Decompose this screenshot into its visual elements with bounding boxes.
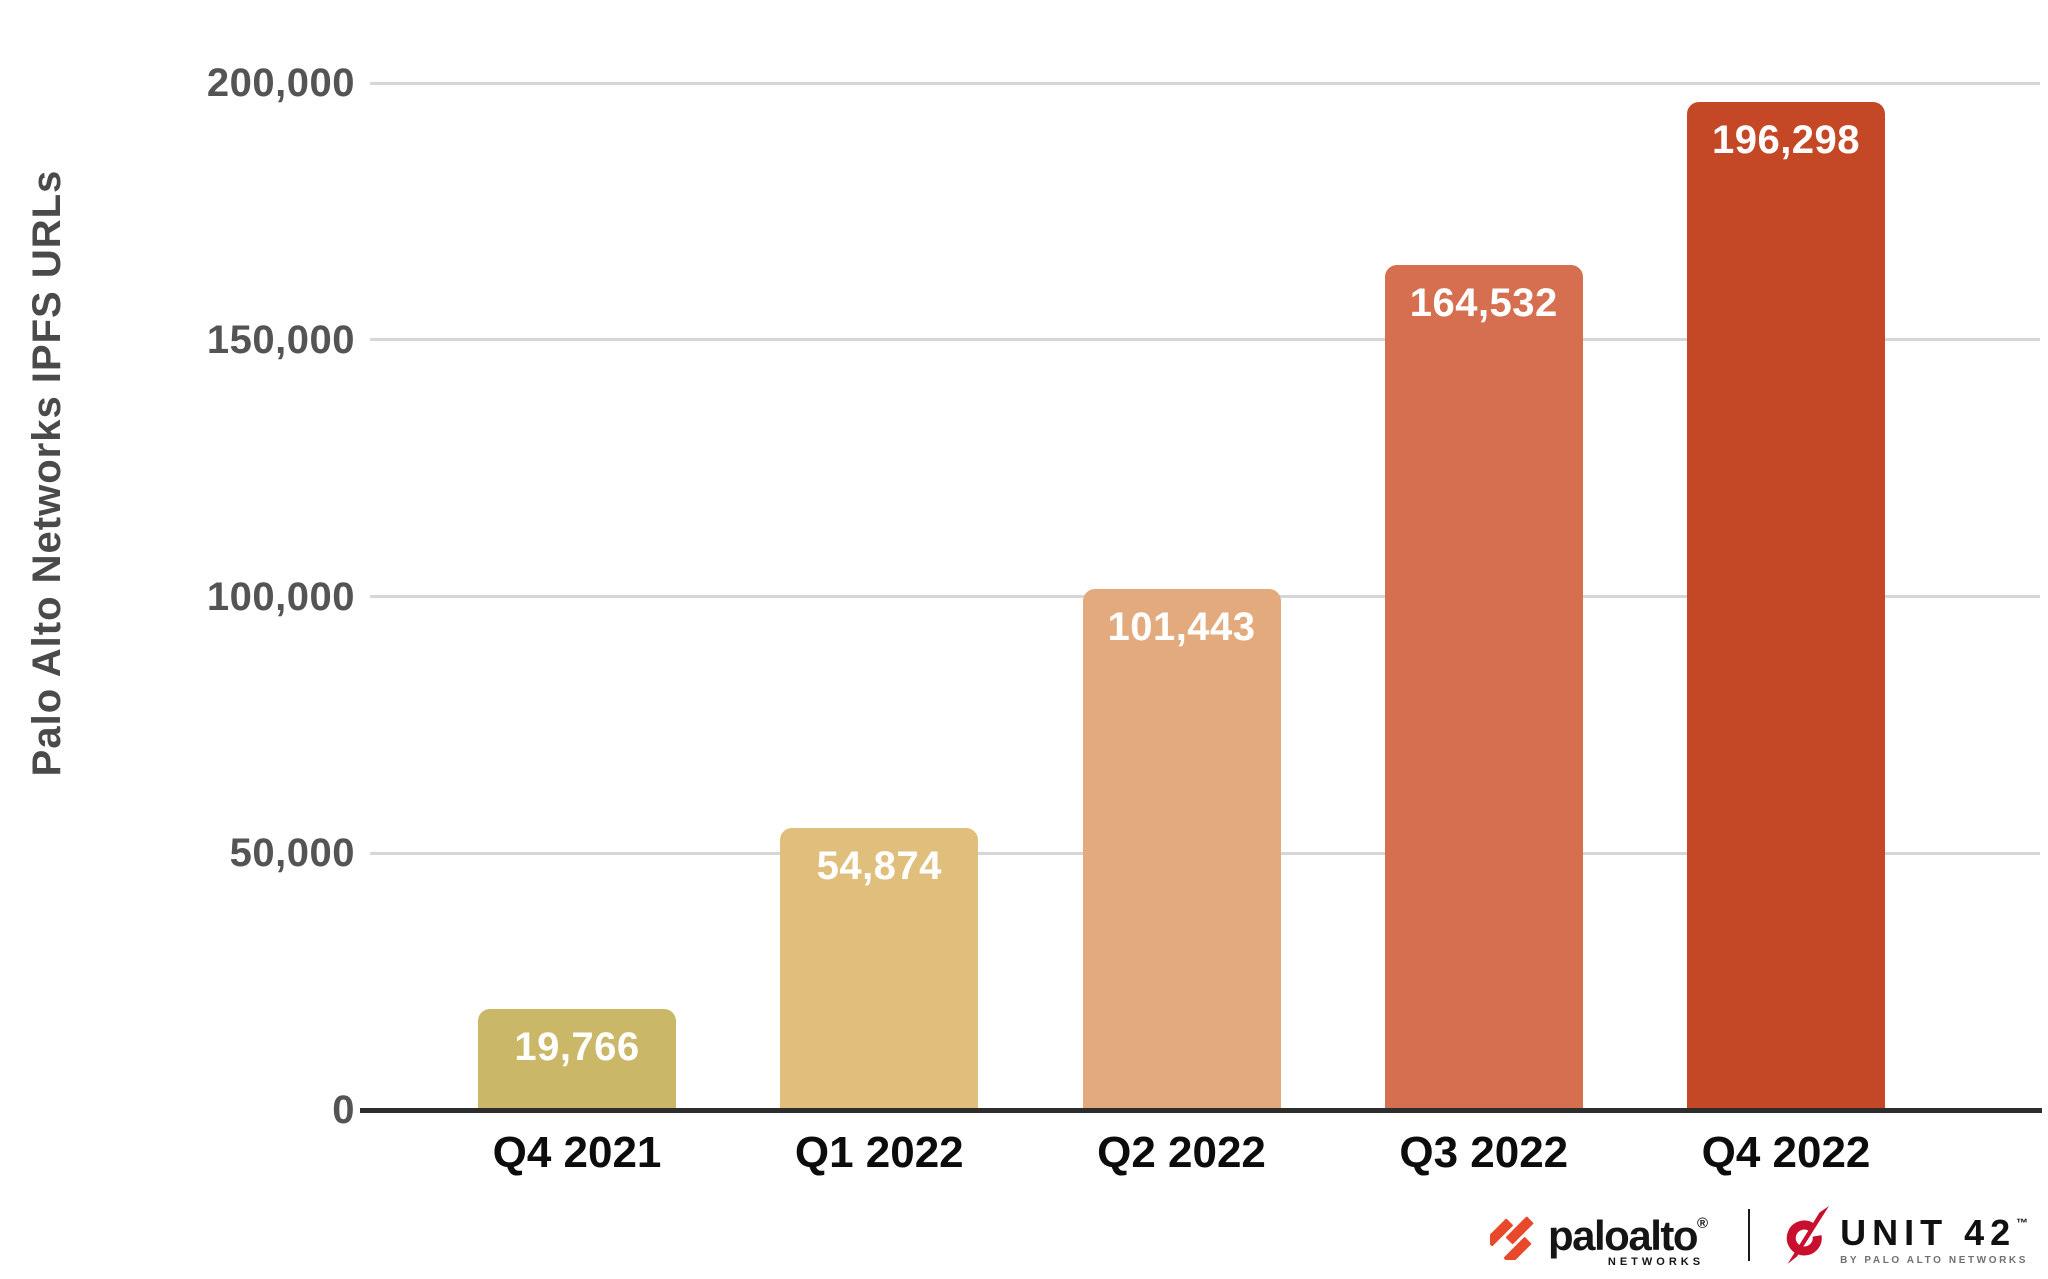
- y-tick-label: 150,000: [206, 317, 355, 362]
- bar-value-label: 101,443: [1107, 605, 1256, 650]
- unit42-subtext: BY PALO ALTO NETWORKS: [1840, 1254, 2029, 1266]
- x-tick-label: Q4 2022: [1701, 1128, 1871, 1177]
- bar-value-label: 164,532: [1409, 281, 1558, 326]
- y-tick-label: 0: [332, 1088, 355, 1132]
- unit42-brand-text: UNIT 42: [1840, 1211, 2017, 1253]
- logo-divider: [1748, 1209, 1751, 1261]
- x-tick-label: Q4 2021: [492, 1128, 662, 1177]
- y-axis-title: Palo Alto Networks IPFS URLs: [25, 169, 69, 777]
- paloalto-networks-subtext: NETWORKS: [1607, 1256, 1705, 1268]
- registered-mark: ®: [1697, 1215, 1709, 1232]
- bar-q2-2022: 101,443: [1082, 589, 1281, 1110]
- paloalto-networks-logo: paloalto® NETWORKS: [1490, 1202, 1708, 1268]
- unit42-logo-icon: [1786, 1206, 1830, 1264]
- y-tick-label: 100,000: [206, 574, 355, 619]
- gridline-200,000: [370, 81, 2040, 85]
- y-tick-label: 200,000: [206, 61, 355, 105]
- footer-branding: paloalto® NETWORKS UNIT 42™ BY PALO ALTO…: [1490, 1200, 2035, 1270]
- x-tick-label: Q2 2022: [1097, 1128, 1266, 1177]
- bar-value-label: 196,298: [1711, 118, 1861, 162]
- bar-q4-2021: 19,766: [478, 1008, 676, 1110]
- y-tick-label: 50,000: [229, 831, 355, 876]
- bar-value-label: 19,766: [514, 1024, 640, 1069]
- trademark-mark: ™: [2016, 1215, 2029, 1230]
- bar-q4-2022: 196,298: [1687, 102, 1885, 1110]
- gridline-150,000: [370, 338, 2040, 342]
- x-tick-label: Q3 2022: [1399, 1128, 1569, 1177]
- bar-q3-2022: 164,532: [1384, 265, 1583, 1110]
- paloalto-logo-icon: [1490, 1216, 1534, 1260]
- unit42-wordmark: UNIT 42™ BY PALO ALTO NETWORKS: [1840, 1205, 2028, 1266]
- paloalto-wordmark: paloalto® NETWORKS: [1548, 1202, 1709, 1269]
- bar-q1-2022: 54,874: [780, 828, 979, 1110]
- unit42-logo: UNIT 42™ BY PALO ALTO NETWORKS: [1784, 1205, 2028, 1266]
- x-tick-label: Q1 2022: [794, 1128, 964, 1177]
- bar-value-label: 54,874: [816, 844, 942, 889]
- x-axis-line: [360, 1108, 2042, 1113]
- paloalto-brand-text: paloalto: [1548, 1212, 1699, 1259]
